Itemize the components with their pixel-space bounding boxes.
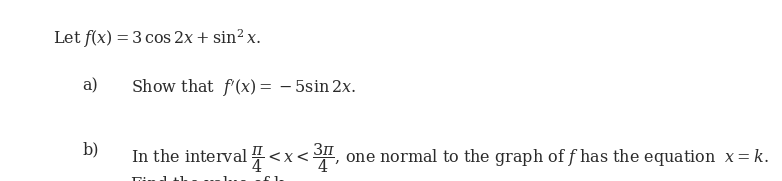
Text: In the interval $\dfrac{\pi}{4} < x < \dfrac{3\pi}{4}$, one normal to the graph : In the interval $\dfrac{\pi}{4} < x < \d…	[131, 141, 769, 175]
Text: Let $f(x) = 3\,\cos 2x + \sin^2 x.$: Let $f(x) = 3\,\cos 2x + \sin^2 x.$	[53, 27, 261, 50]
Text: b): b)	[82, 141, 99, 158]
Text: Find the value of k.: Find the value of k.	[131, 176, 289, 181]
Text: a): a)	[82, 78, 98, 95]
Text: Show that  $f'(x) = -5\sin 2x.$: Show that $f'(x) = -5\sin 2x.$	[131, 78, 357, 99]
